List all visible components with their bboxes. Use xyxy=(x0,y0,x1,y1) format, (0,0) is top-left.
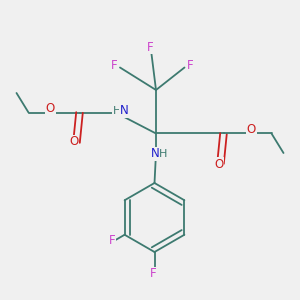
Text: N: N xyxy=(119,104,128,118)
Text: H: H xyxy=(159,148,168,159)
Text: F: F xyxy=(109,234,116,247)
Text: H: H xyxy=(113,106,121,116)
Text: O: O xyxy=(70,135,79,148)
Text: O: O xyxy=(214,158,224,171)
Text: N: N xyxy=(151,147,160,160)
Text: O: O xyxy=(247,123,256,136)
Text: O: O xyxy=(46,102,55,115)
Text: F: F xyxy=(150,267,157,280)
Text: F: F xyxy=(147,41,153,54)
Text: F: F xyxy=(187,58,194,72)
Text: F: F xyxy=(111,58,117,72)
